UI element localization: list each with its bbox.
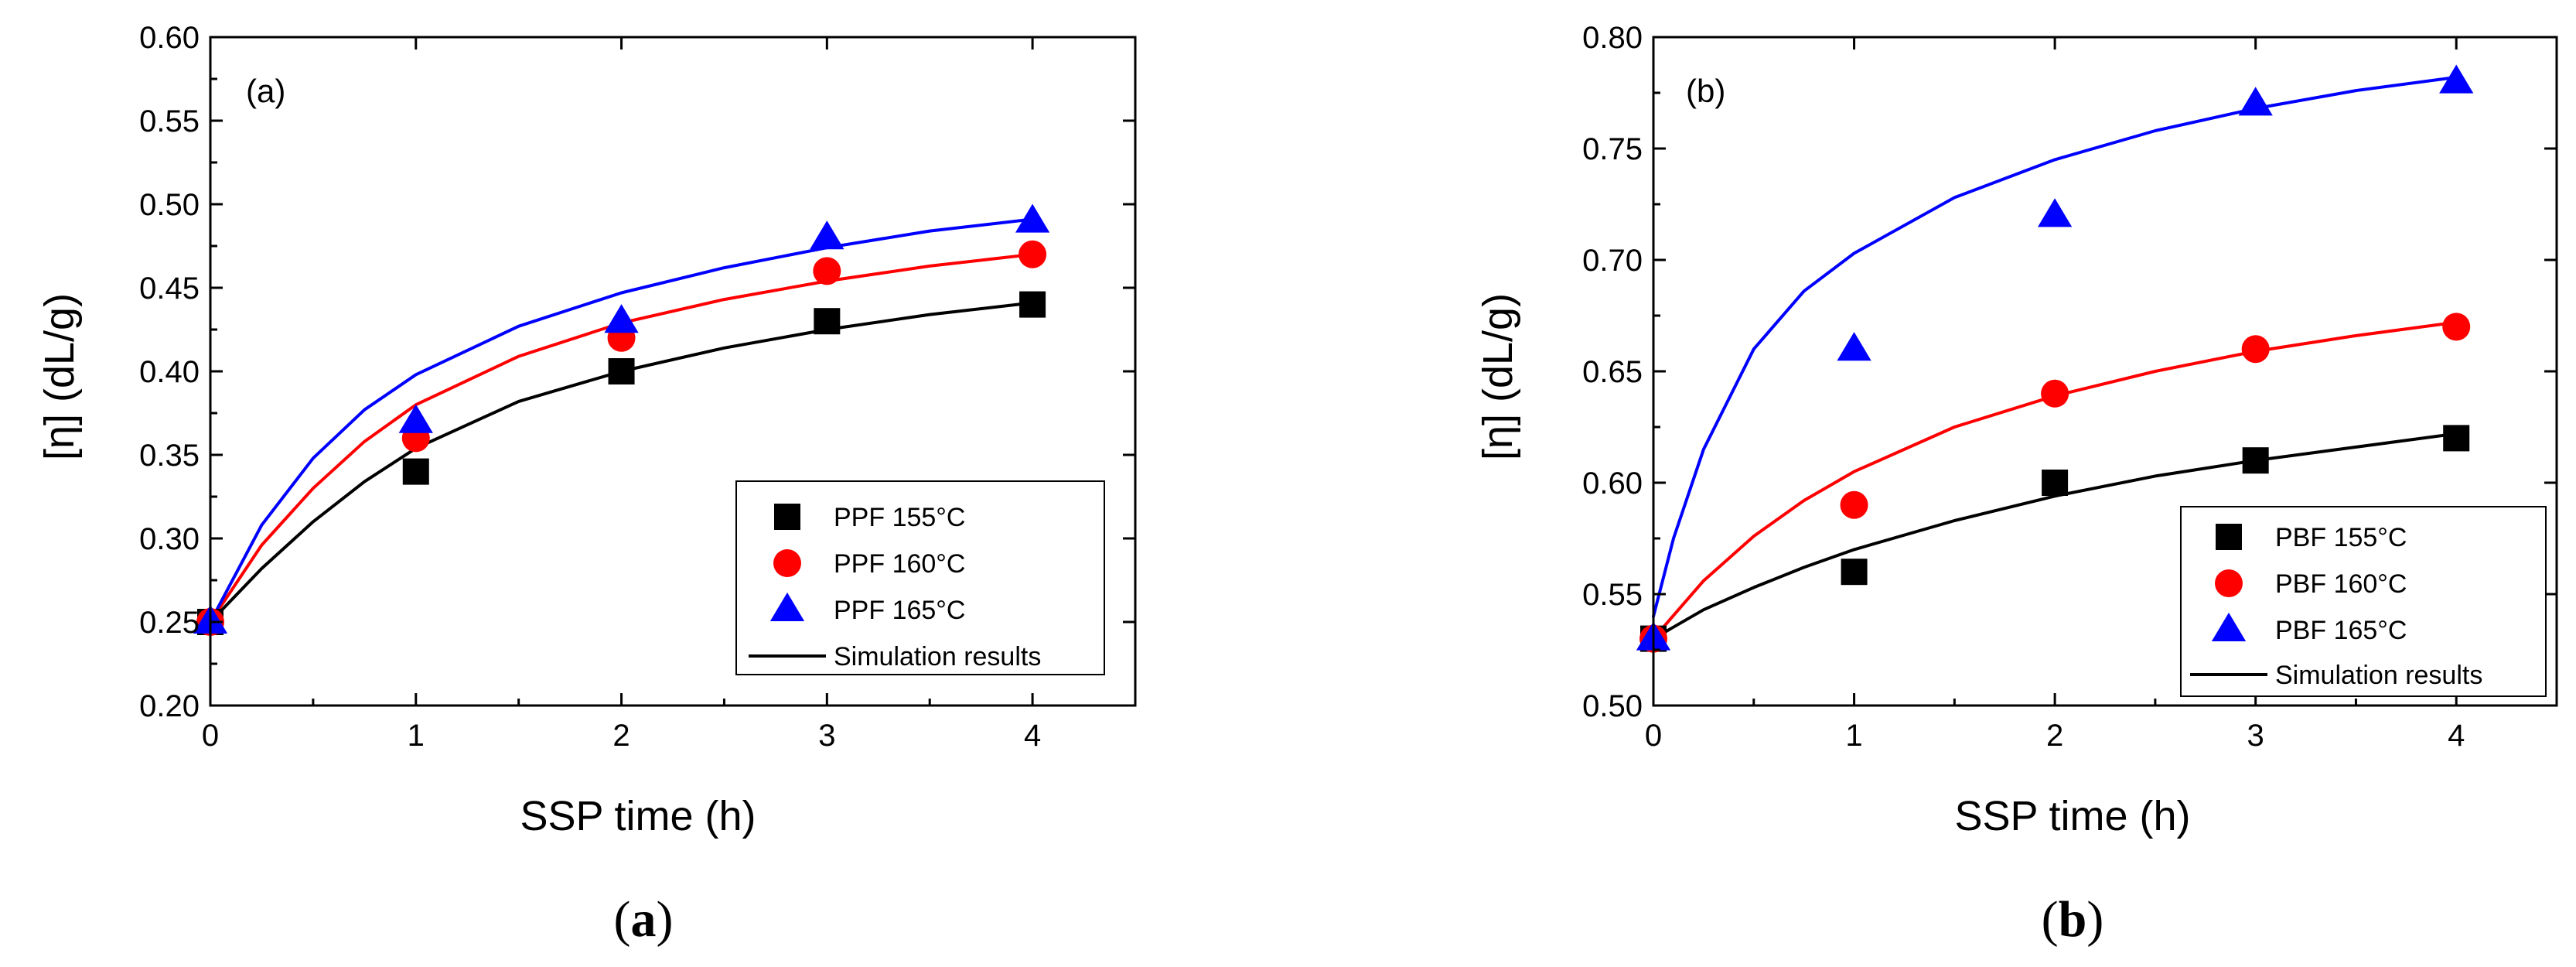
simulation-curve-b-0 — [1652, 432, 2458, 641]
y-tick-label-b-3: 0.65 — [1582, 355, 1643, 389]
data-point-b-2-2 — [2037, 198, 2073, 227]
y-tick-label-b-6: 0.80 — [1582, 21, 1643, 55]
x-tick-label-a-4: 4 — [1024, 719, 1041, 753]
chart-panel-a: 0 1 2 3 4 0.20 0.25 0.30 0.35 0.40 0.45 0.50 0.55 0.6… — [36, 21, 1137, 948]
caption-b-letter: b — [2059, 891, 2087, 948]
data-point-b-1-3 — [2241, 335, 2270, 364]
y-tick-label-a-2: 0.30 — [139, 522, 200, 556]
data-point-a-0-3 — [814, 308, 841, 335]
x-tick-label-b-4: 4 — [2448, 719, 2465, 753]
legend-marker-a-0 — [774, 504, 800, 530]
x-tick-label-a-2: 2 — [612, 719, 629, 753]
data-point-a-2-2 — [604, 304, 639, 333]
data-point-a-1-3 — [813, 257, 841, 285]
simulation-curve-a-1 — [209, 252, 1035, 624]
legend-marker-b-1 — [2215, 569, 2243, 597]
legend-label-a-simulation: Simulation results — [834, 642, 1041, 671]
data-point-b-1-2 — [2041, 379, 2069, 408]
x-tick-label-b-1: 1 — [1845, 719, 1862, 753]
y-tick-label-b-4: 0.70 — [1582, 244, 1643, 278]
x-axis-title-a: SSP time (h) — [520, 793, 756, 839]
y-axis-title-a: [η] (dL/g) — [36, 293, 83, 460]
y-tick-label-a-0: 0.20 — [139, 689, 200, 723]
legend-label-a-1: PPF 160°C — [834, 549, 965, 579]
y-tick-label-a-8: 0.60 — [139, 21, 200, 55]
x-tick-label-b-3: 3 — [2247, 719, 2264, 753]
legend-marker-a-2 — [769, 592, 805, 621]
legend-label-a-2: PPF 165°C — [834, 596, 965, 625]
simulation-curve-b-2 — [1652, 75, 2458, 618]
data-point-b-0-1 — [1841, 559, 1868, 586]
caption-b-open: ( — [2042, 891, 2059, 948]
panel-label-a: (a) — [246, 73, 285, 109]
legend-marker-b-0 — [2216, 524, 2242, 550]
y-axis-title-b: [η] (dL/g) — [1475, 293, 1521, 460]
x-axis-title-b: SSP time (h) — [1954, 793, 2190, 839]
caption-a-open: ( — [614, 891, 631, 948]
simulation-curve-b-1 — [1652, 320, 2458, 641]
data-point-a-2-1 — [398, 404, 433, 433]
data-point-a-0-1 — [402, 458, 429, 485]
data-point-b-2-4 — [2439, 64, 2474, 94]
legend-label-a-0: PPF 155°C — [834, 503, 965, 532]
y-tick-label-b-1: 0.55 — [1582, 578, 1643, 612]
y-tick-label-a-6: 0.50 — [139, 188, 200, 222]
data-point-b-0-4 — [2443, 425, 2470, 452]
caption-b: (b) — [2042, 891, 2104, 948]
caption-a-letter: a — [631, 891, 657, 948]
y-tick-label-b-2: 0.60 — [1582, 466, 1643, 501]
y-tick-label-b-0: 0.50 — [1582, 689, 1643, 723]
data-point-a-1-4 — [1018, 240, 1047, 268]
panel-label-b: (b) — [1686, 73, 1725, 109]
caption-a: (a) — [614, 891, 674, 948]
data-point-b-2-1 — [1837, 332, 1871, 361]
y-tick-label-a-5: 0.45 — [139, 272, 200, 306]
legend-label-b-simulation: Simulation results — [2275, 661, 2482, 690]
legend-a: PPF 155°C PPF 160°C PPF 165°C Simulation… — [735, 480, 1105, 675]
x-tick-label-a-1: 1 — [408, 719, 425, 753]
y-tick-label-a-1: 0.25 — [139, 606, 200, 640]
legend-b: PBF 155°C PBF 160°C PBF 165°C Simulation… — [2180, 506, 2547, 697]
caption-a-close: ) — [657, 891, 674, 948]
caption-b-close: ) — [2086, 891, 2103, 948]
legend-marker-a-1 — [773, 549, 801, 577]
data-point-b-2-3 — [2238, 87, 2273, 116]
legend-label-b-1: PBF 160°C — [2275, 569, 2407, 599]
data-point-a-0-2 — [608, 358, 635, 384]
legend-marker-b-2 — [2211, 612, 2247, 641]
data-point-a-0-4 — [1019, 291, 1046, 318]
x-tick-label-a-0: 0 — [202, 719, 219, 753]
data-point-b-1-1 — [1840, 490, 1868, 519]
y-tick-label-a-3: 0.35 — [139, 439, 200, 473]
legend-label-b-2: PBF 165°C — [2275, 616, 2407, 645]
legend-label-b-0: PBF 155°C — [2275, 523, 2407, 552]
y-tick-label-b-5: 0.75 — [1582, 132, 1643, 166]
data-point-b-0-3 — [2242, 447, 2269, 474]
x-tick-label-b-2: 2 — [2046, 719, 2063, 753]
data-point-b-1-4 — [2442, 313, 2471, 341]
simulation-curve-a-0 — [209, 301, 1035, 624]
simulation-curve-a-2 — [209, 217, 1035, 624]
y-tick-label-a-7: 0.55 — [139, 104, 200, 138]
chart-panel-b: 0 1 2 3 4 0.50 0.55 0.60 0.65 0.70 0.75 0.80 (b) SS… — [1475, 21, 2558, 948]
data-point-a-2-3 — [810, 220, 844, 250]
x-tick-label-b-0: 0 — [1645, 719, 1662, 753]
data-point-b-0-2 — [2042, 470, 2069, 496]
x-tick-label-a-3: 3 — [818, 719, 835, 753]
y-tick-label-a-4: 0.40 — [139, 355, 200, 389]
data-point-a-2-4 — [1015, 203, 1050, 233]
